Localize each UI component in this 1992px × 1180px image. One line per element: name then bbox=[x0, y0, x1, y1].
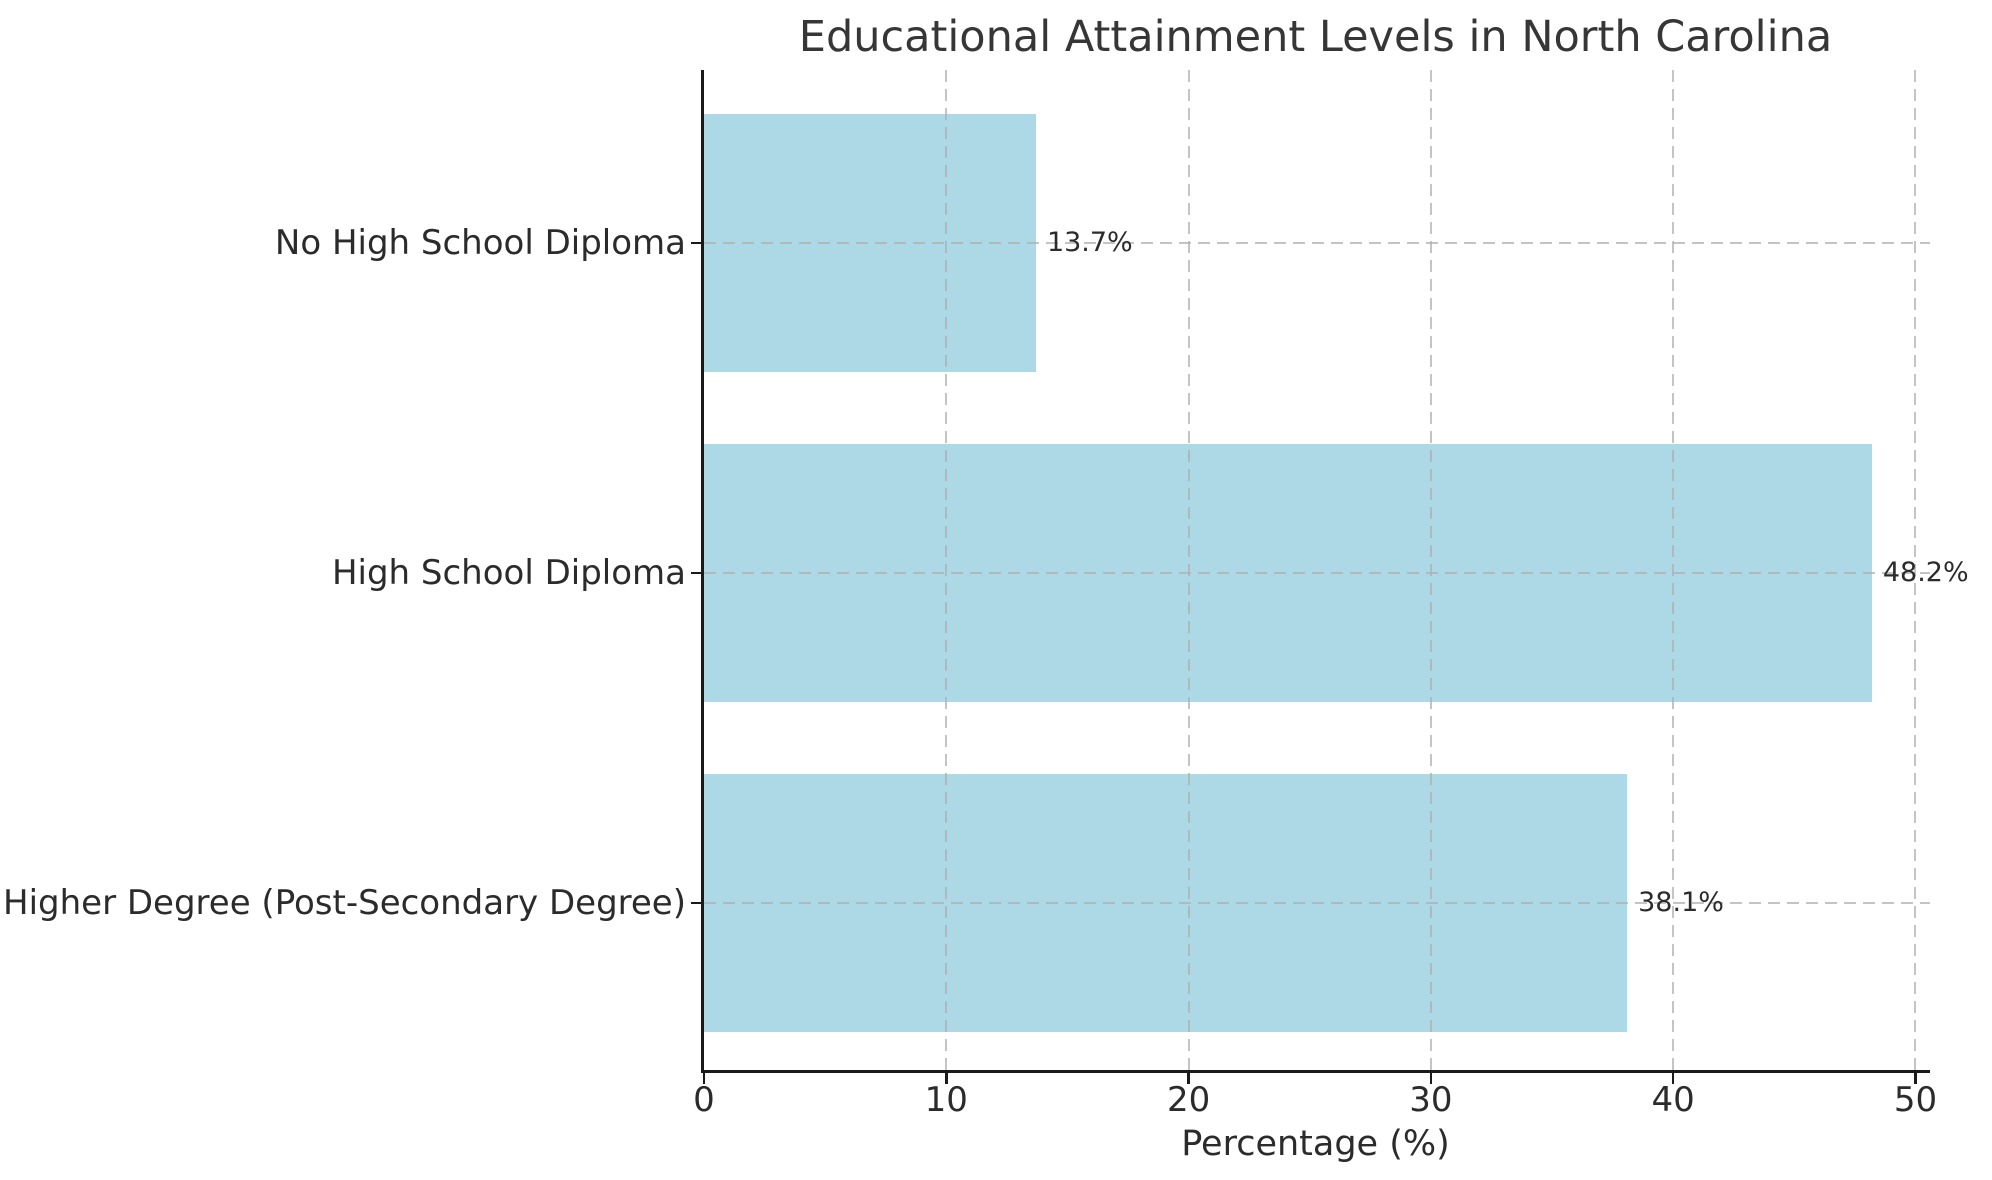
gridline-vertical bbox=[945, 70, 948, 1070]
x-tick-label: 30 bbox=[1409, 1080, 1453, 1120]
gridline-vertical bbox=[1914, 70, 1917, 1070]
gridline-vertical bbox=[1672, 70, 1675, 1070]
x-axis-label: Percentage (%) bbox=[1181, 1124, 1450, 1164]
x-tick-label: 40 bbox=[1651, 1080, 1695, 1120]
gridline-horizontal bbox=[704, 902, 1930, 904]
y-tick-mark bbox=[691, 901, 702, 905]
x-tick-mark bbox=[1187, 1073, 1190, 1084]
y-tick-label: Higher Degree (Post-Secondary Degree) bbox=[3, 883, 686, 923]
y-tick-mark bbox=[691, 571, 702, 575]
gridline-vertical bbox=[1429, 70, 1432, 1070]
x-tick-mark bbox=[702, 1073, 706, 1084]
x-tick-mark bbox=[945, 1073, 948, 1084]
gridline-horizontal bbox=[704, 572, 1930, 574]
plot-area: 13.7% 48.2% 38.1% bbox=[701, 70, 1969, 1073]
x-tick-mark bbox=[1914, 1073, 1917, 1084]
y-tick-label: No High School Diploma bbox=[274, 223, 686, 263]
bar-value-label: 38.1% bbox=[1638, 887, 1724, 918]
gridline-vertical bbox=[1187, 70, 1190, 1070]
x-tick-label: 10 bbox=[924, 1080, 968, 1120]
bar-value-label: 48.2% bbox=[1882, 557, 1969, 588]
x-tick-label: 20 bbox=[1166, 1080, 1211, 1120]
y-tick-mark bbox=[691, 241, 702, 245]
gridline-horizontal bbox=[704, 242, 1930, 244]
x-tick-label: 0 bbox=[693, 1080, 715, 1120]
x-tick-mark bbox=[1671, 1073, 1675, 1084]
y-tick-label: High School Diploma bbox=[331, 553, 686, 593]
x-tick-mark bbox=[1429, 1073, 1433, 1084]
x-tick-label: 50 bbox=[1893, 1080, 1938, 1120]
chart-title: Educational Attainment Levels in North C… bbox=[798, 12, 1833, 62]
bar-value-label: 13.7% bbox=[1046, 227, 1133, 258]
